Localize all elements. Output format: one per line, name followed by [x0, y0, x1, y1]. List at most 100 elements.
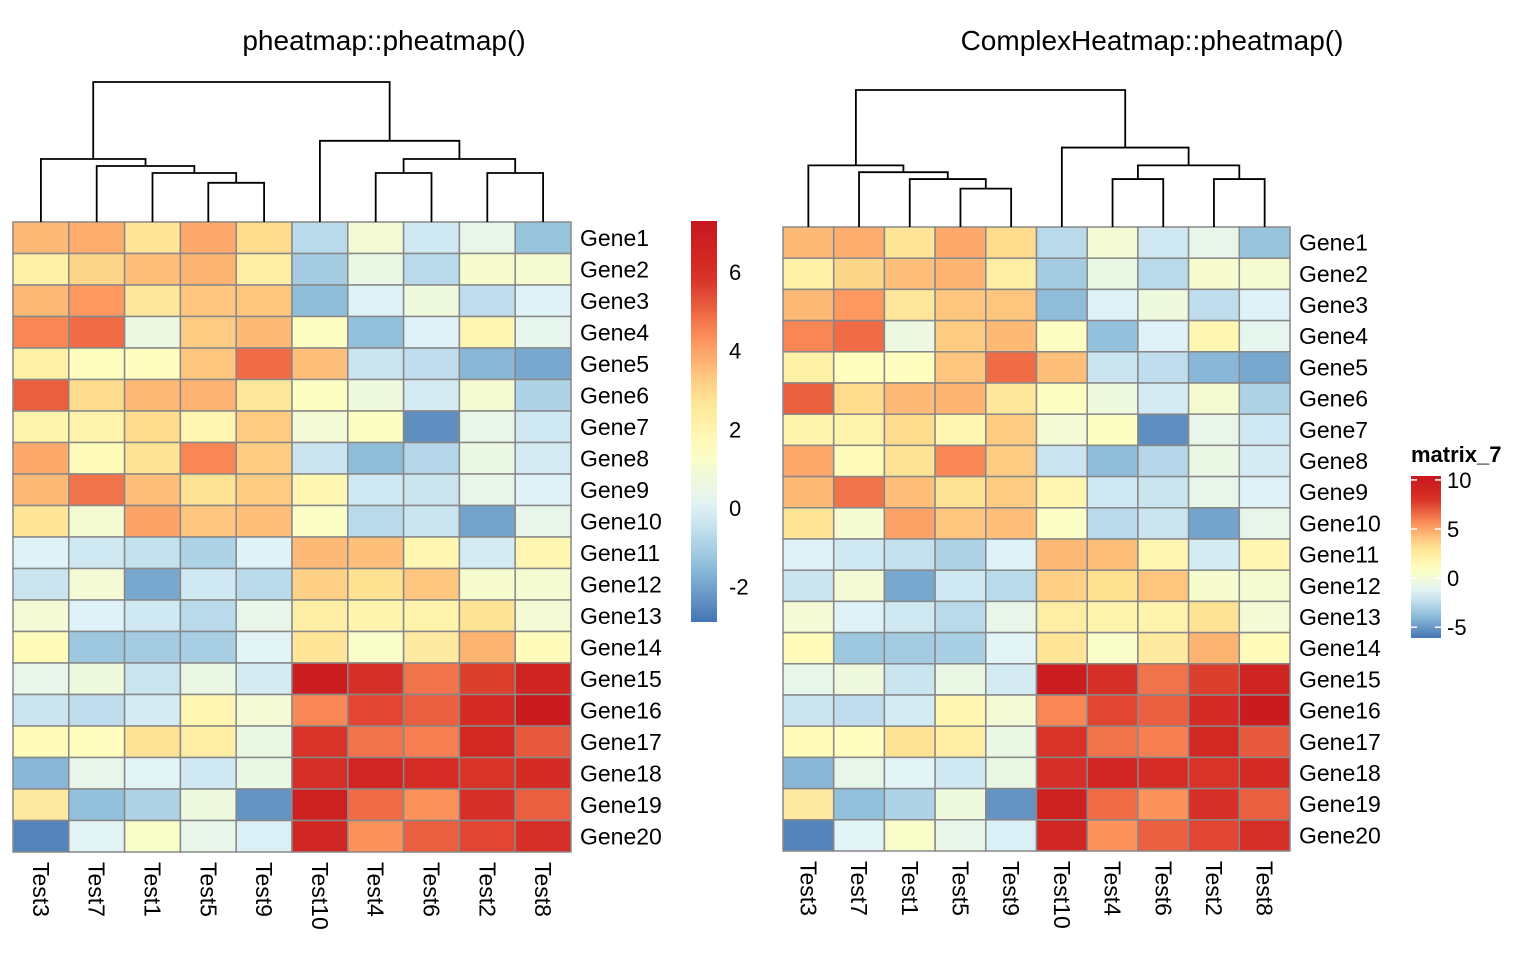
heatmap-cell [179, 504, 237, 538]
heatmap-cell [402, 662, 461, 696]
legend-tick-label: -5 [1447, 615, 1467, 640]
heatmap-cell [832, 663, 886, 696]
heatmap-cell [1238, 319, 1291, 353]
heatmap-cell [1238, 787, 1291, 821]
heatmap-cell [12, 504, 70, 538]
row-label: Gene1 [580, 225, 649, 251]
heatmap-cell [402, 252, 461, 286]
heatmap-cell [1137, 288, 1190, 322]
heatmap-cell [514, 410, 572, 444]
heatmap-cell [985, 819, 1038, 852]
heatmap-cell [179, 221, 237, 255]
heatmap-cell [458, 567, 516, 601]
heatmap-cell [985, 288, 1038, 322]
heatmap-cell [985, 444, 1038, 478]
heatmap-cell [832, 475, 886, 509]
heatmap-cell [883, 600, 936, 634]
row-label: Gene20 [580, 823, 662, 849]
heatmap-cell [402, 567, 461, 601]
heatmap-cell [458, 378, 516, 412]
heatmap-cell [782, 351, 835, 384]
heatmap-cell [985, 663, 1038, 696]
heatmap-cell [12, 599, 70, 633]
column-label: Test6 [1150, 861, 1176, 916]
heatmap-cell [235, 315, 293, 349]
heatmap-cell [347, 252, 405, 286]
row-label: Gene4 [580, 319, 649, 345]
column-label: Test7 [846, 861, 872, 916]
heatmap-cell [934, 725, 987, 759]
legend-tick-label: 5 [1447, 517, 1459, 542]
heatmap-cell [1187, 257, 1241, 291]
heatmap-cell [782, 444, 835, 478]
heatmap-cell [1086, 694, 1139, 727]
heatmap-cell [12, 662, 70, 696]
heatmap-cell [123, 410, 182, 444]
heatmap-cell [68, 788, 126, 822]
row-label: Gene5 [1299, 354, 1368, 380]
heatmap-cell [402, 473, 461, 507]
heatmap-cell [458, 662, 516, 696]
heatmap-cell [1187, 631, 1241, 665]
heatmap-cell [347, 473, 405, 507]
heatmap-cell [934, 694, 987, 727]
heatmap-cell [68, 630, 126, 664]
heatmap-cell [1187, 351, 1241, 384]
heatmap-cell [1035, 413, 1088, 447]
heatmap-cell [1238, 226, 1291, 259]
heatmap-cell [1137, 787, 1190, 821]
heatmap-cell [1137, 382, 1190, 415]
heatmap-cell [179, 756, 237, 790]
heatmap-cell [1187, 382, 1241, 415]
heatmap-cell [1238, 725, 1291, 759]
dendrogram-branch [319, 139, 461, 222]
dendrogram-branch [95, 165, 196, 222]
heatmap-cell [179, 284, 237, 318]
heatmap-cell [1035, 663, 1088, 696]
row-label: Gene3 [1299, 292, 1368, 318]
heatmap-cell [235, 252, 293, 286]
heatmap-cell [68, 693, 126, 727]
legend-title: matrix_7 [1411, 442, 1502, 467]
row-label: Gene13 [580, 603, 662, 629]
heatmap-cell [68, 410, 126, 444]
heatmap-cell [934, 444, 987, 478]
row-label: Gene12 [580, 571, 662, 597]
heatmap-cell [782, 319, 835, 353]
heatmap-cell [12, 725, 70, 759]
heatmap-cell [883, 694, 936, 727]
heatmap-cell [1238, 507, 1291, 540]
heatmap-cell [12, 441, 70, 475]
heatmap-cell [514, 252, 572, 286]
heatmap-cell [985, 382, 1038, 415]
heatmap-cell [12, 473, 70, 507]
heatmap-cell [1187, 538, 1241, 571]
heatmap-cell [68, 221, 126, 255]
heatmap-cell [123, 599, 182, 633]
heatmap-cell [123, 221, 182, 255]
row-label: Gene1 [1299, 230, 1368, 256]
heatmap-cell [235, 693, 293, 727]
heatmap-cell [1187, 756, 1241, 790]
heatmap-cell [985, 725, 1038, 759]
heatmap-cell [1035, 787, 1088, 821]
heatmap-cell [1035, 756, 1088, 790]
heatmap-cell [1137, 756, 1190, 790]
heatmap-cell [12, 819, 70, 853]
legend-tick-label: 0 [1447, 566, 1459, 591]
heatmap-cell [934, 351, 987, 384]
row-label: Gene20 [1299, 822, 1381, 848]
heatmap-cell [1086, 787, 1139, 821]
heatmap-cell [934, 538, 987, 571]
heatmap-cell [832, 631, 886, 665]
heatmap-cell [514, 284, 572, 318]
heatmap-cell [832, 538, 886, 571]
heatmap-cell [291, 473, 349, 507]
heatmap-cell [68, 567, 126, 601]
heatmap-cell [235, 819, 293, 853]
heatmap-cell [123, 473, 182, 507]
heatmap-cell [123, 504, 182, 538]
legend-tick-label: 0 [729, 496, 741, 521]
heatmap-cell [235, 504, 293, 538]
